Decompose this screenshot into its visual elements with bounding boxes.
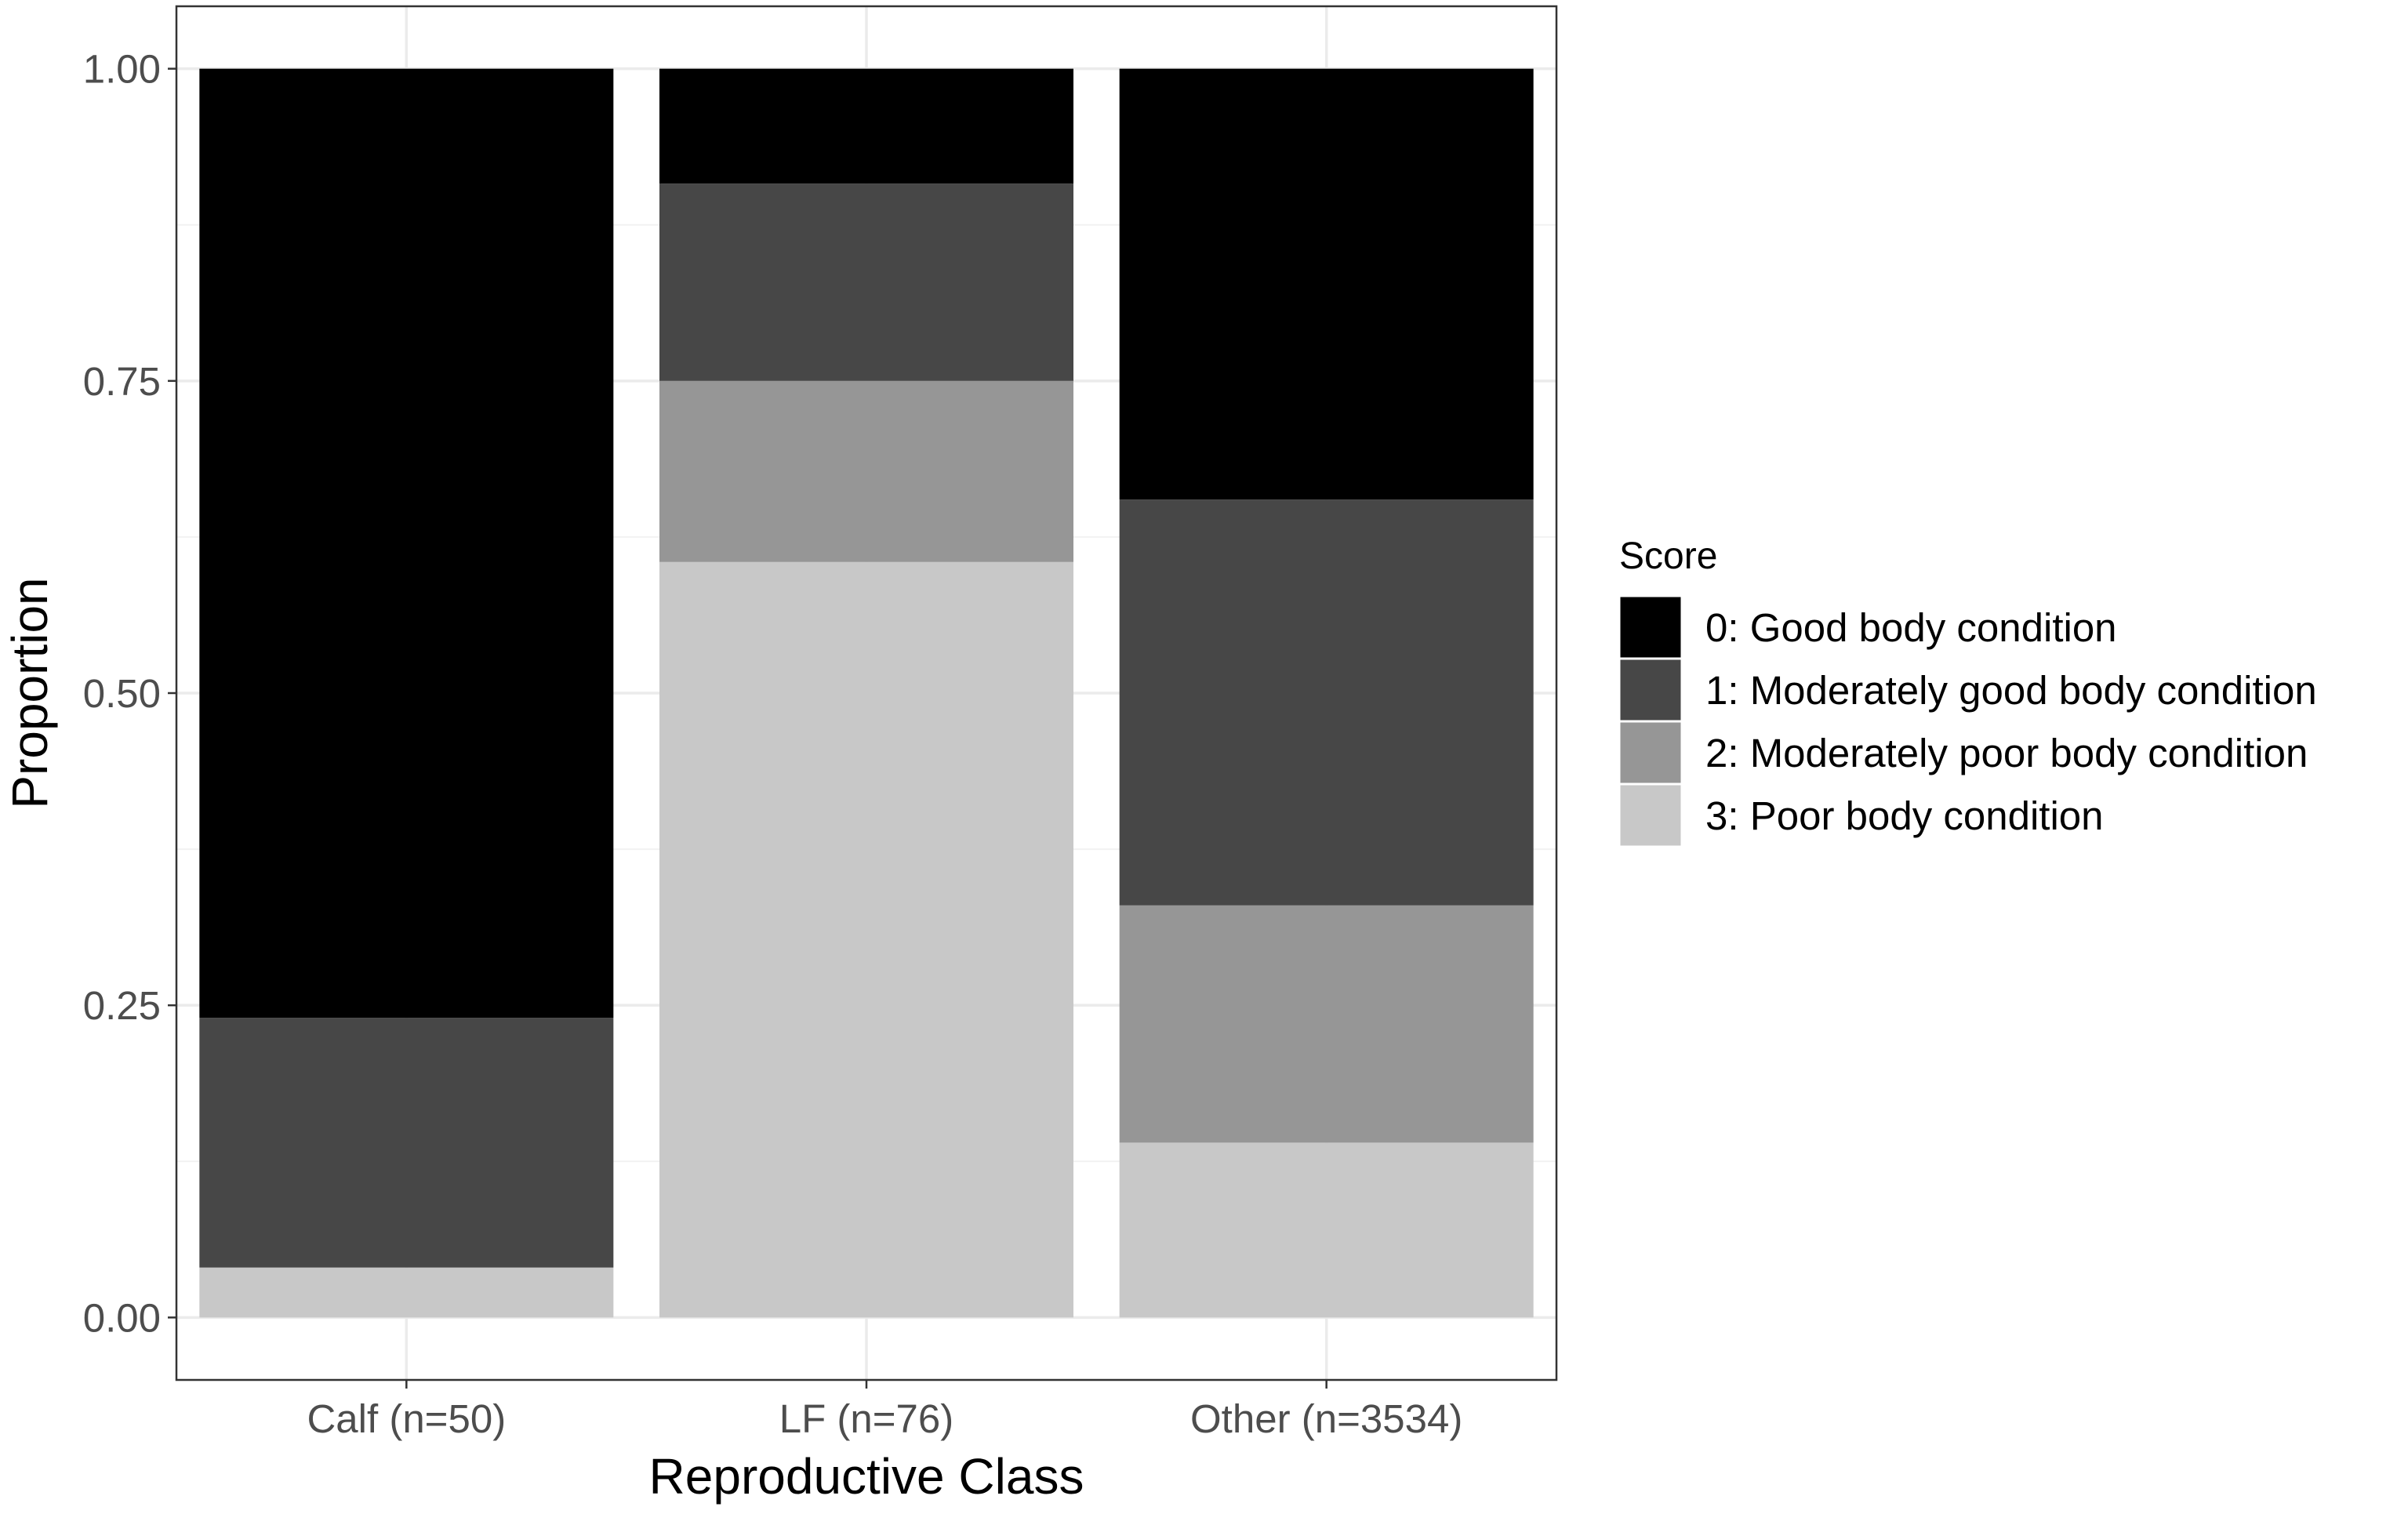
y-axis-title: Proportion [2,577,58,808]
y-tick-label: 0.75 [83,359,161,404]
legend-key [1618,594,1683,660]
legend-key [1618,657,1683,723]
x-tick-label: Calf (n=50) [307,1396,506,1441]
bar-segment [659,380,1073,562]
bar-segment [1119,905,1534,1143]
x-tick-label: LF (n=76) [779,1396,954,1441]
bar-segment [659,68,1073,184]
bar-segment [199,1018,614,1268]
legend-key [1618,720,1683,786]
legend-label: 2: Moderately poor body condition [1705,731,2308,775]
y-tick-label: 1.00 [83,47,161,92]
legend-title: Score [1619,536,1717,577]
axes: 0.00 0.25 0.50 0.75 1.00 Calf (n=50) LF (n=76)… [83,47,1463,1441]
bar-segment [1119,1142,1534,1318]
legend-label: 1: Moderately good body condition [1705,668,2317,713]
x-tick-label: Other (n=3534) [1190,1396,1462,1441]
legend-label: 3: Poor body condition [1705,793,2104,838]
bar-segment [659,561,1073,1318]
legend-label: 0: Good body condition [1705,605,2117,650]
y-tick-label: 0.25 [83,983,161,1028]
y-tick-label: 0.50 [83,671,161,716]
bar-segment [1119,499,1534,906]
x-axis-title: Reproductive Class [649,1448,1084,1505]
bars [199,68,1534,1318]
bar-segment [1119,68,1534,500]
bar-segment [659,183,1073,381]
y-tick-label: 0.00 [83,1295,161,1340]
legend: Score 0: Good body condition 1: Moderatel… [1618,536,2317,848]
bar-segment [199,68,614,1018]
legend-key [1618,782,1683,848]
bar-segment [199,1267,614,1318]
